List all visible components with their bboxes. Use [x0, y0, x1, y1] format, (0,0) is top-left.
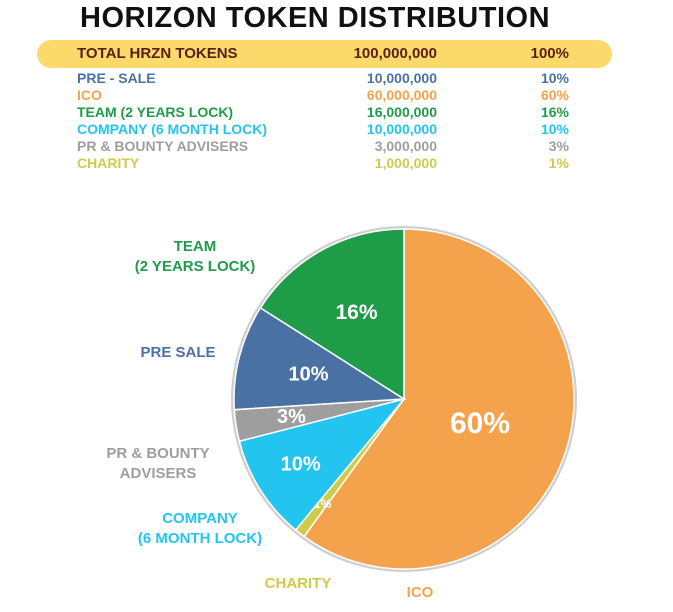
callout-company: COMPANY (6 MONTH LOCK) [115, 509, 285, 549]
callout-company-line1: COMPANY [162, 510, 238, 527]
pie-slice-ico [303, 228, 575, 570]
callout-team: TEAM (2 YEARS LOCK) [110, 237, 280, 277]
callout-presale-text: PRE SALE [140, 344, 216, 361]
total-percent: 100% [530, 45, 569, 62]
table-row-presale: PRE - SALE 10,000,000 10% [37, 70, 612, 87]
row-percent: 1% [548, 155, 569, 171]
callout-charity-text: CHARITY [264, 575, 332, 592]
total-label: TOTAL HRZN TOKENS [77, 45, 238, 62]
row-amount: 60,000,000 [366, 87, 437, 103]
pie-label-presale: 10% [288, 364, 328, 386]
callout-pr: PR & BOUNTY ADVISERS [78, 444, 238, 484]
pie-label-team: 16% [335, 301, 377, 324]
callout-pr-line1: PR & BOUNTY [106, 445, 210, 462]
row-amount: 10,000,000 [366, 121, 437, 137]
callout-company-line2: (6 MONTH LOCK) [137, 530, 263, 547]
row-label: TEAM (2 YEARS LOCK) [77, 104, 234, 120]
row-label: COMPANY (6 MONTH LOCK) [77, 121, 268, 137]
callout-team-line2: (2 YEARS LOCK) [134, 258, 256, 275]
row-percent: 60% [540, 87, 569, 103]
row-amount: 16,000,000 [366, 104, 437, 120]
pie-slice-presale [233, 306, 407, 411]
table-row-ico: ICO 60,000,000 60% [37, 87, 612, 104]
pie-label-company: 10% [281, 454, 321, 476]
row-label: PRE - SALE [77, 70, 156, 86]
row-label: PR & BOUNTY ADVISERS [77, 138, 249, 154]
row-percent: 10% [540, 121, 569, 137]
callout-team-line1: TEAM [173, 238, 217, 255]
distribution-table: PRE - SALE 10,000,000 10% ICO 60,000,000… [37, 70, 612, 172]
total-amount: 100,000,000 [353, 45, 437, 62]
row-label: ICO [77, 87, 102, 103]
callout-pr-line2: ADVISERS [119, 465, 197, 482]
table-row-team: TEAM (2 YEARS LOCK) 16,000,000 16% [37, 104, 612, 121]
row-percent: 3% [548, 138, 569, 154]
table-row-charity: CHARITY 1,000,000 1% [37, 155, 612, 172]
row-amount: 10,000,000 [366, 70, 437, 86]
row-amount: 3,000,000 [374, 138, 437, 154]
table-row-company: COMPANY (6 MONTH LOCK) 10,000,000 10% [37, 121, 612, 138]
callout-charity: CHARITY [248, 574, 348, 594]
callout-ico-text: ICO [406, 584, 434, 601]
pie-slice-team [259, 228, 405, 401]
callout-ico: ICO [385, 583, 455, 603]
pie-label-pr: 3% [277, 406, 306, 428]
chart-title: HORIZON TOKEN DISTRIBUTION [80, 2, 551, 34]
pie-slice-company [238, 397, 407, 532]
row-label: CHARITY [77, 155, 140, 171]
row-amount: 1,000,000 [374, 155, 437, 171]
table-row-pr: PR & BOUNTY ADVISERS 3,000,000 3% [37, 138, 612, 155]
pie-label-ico: 60% [450, 407, 510, 440]
total-row: TOTAL HRZN TOKENS 100,000,000 100% [37, 40, 612, 68]
row-percent: 16% [540, 104, 569, 120]
callout-presale: PRE SALE [118, 343, 238, 363]
row-percent: 10% [540, 70, 569, 86]
